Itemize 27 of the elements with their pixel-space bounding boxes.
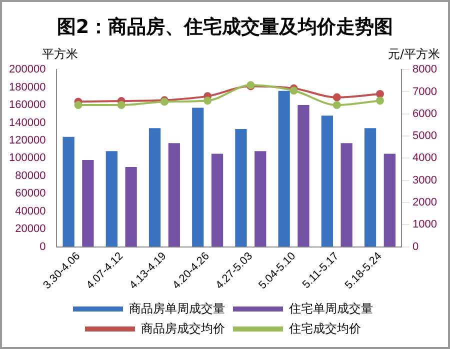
y-tick-label: 40000	[15, 205, 46, 218]
y-tick-label: 20000	[15, 223, 46, 236]
y2-axis-title: 元/平方米	[388, 46, 440, 63]
y2-tick-label: 0	[412, 240, 419, 253]
y2-tick-label: 7000	[412, 86, 438, 98]
y-tick-label: 200000	[8, 64, 46, 76]
y2-tick-label: 3000	[412, 174, 438, 186]
y-tick-label: 180000	[8, 81, 46, 94]
y2-tick-label: 4000	[412, 152, 438, 164]
y-axis-title: 平方米	[42, 46, 78, 63]
y2-tick-label: 8000	[412, 64, 438, 76]
y-tick-label: 80000	[15, 170, 46, 182]
y2-tick-label: 6000	[412, 108, 438, 120]
legend-label: 商品房单周成交量	[129, 301, 225, 316]
legend-label: 商品房成交均价	[141, 321, 225, 336]
y-tick-label: 60000	[15, 188, 46, 200]
y2-tick-label: 1000	[412, 218, 438, 231]
y-tick-label: 120000	[8, 134, 46, 147]
legend-label: 住宅成交均价	[288, 321, 361, 336]
y-tick-label: 100000	[8, 152, 46, 164]
y2-tick-label: 5000	[412, 130, 438, 142]
y-tick-label: 0	[40, 240, 46, 253]
y-tick-label: 140000	[8, 116, 46, 129]
y2-tick-label: 2000	[412, 196, 438, 209]
legend-label: 住宅单周成交量	[288, 301, 373, 316]
y-tick-label: 160000	[8, 99, 46, 112]
chart-title: 图2：商品房、住宅成交量及均价走势图	[56, 15, 394, 40]
